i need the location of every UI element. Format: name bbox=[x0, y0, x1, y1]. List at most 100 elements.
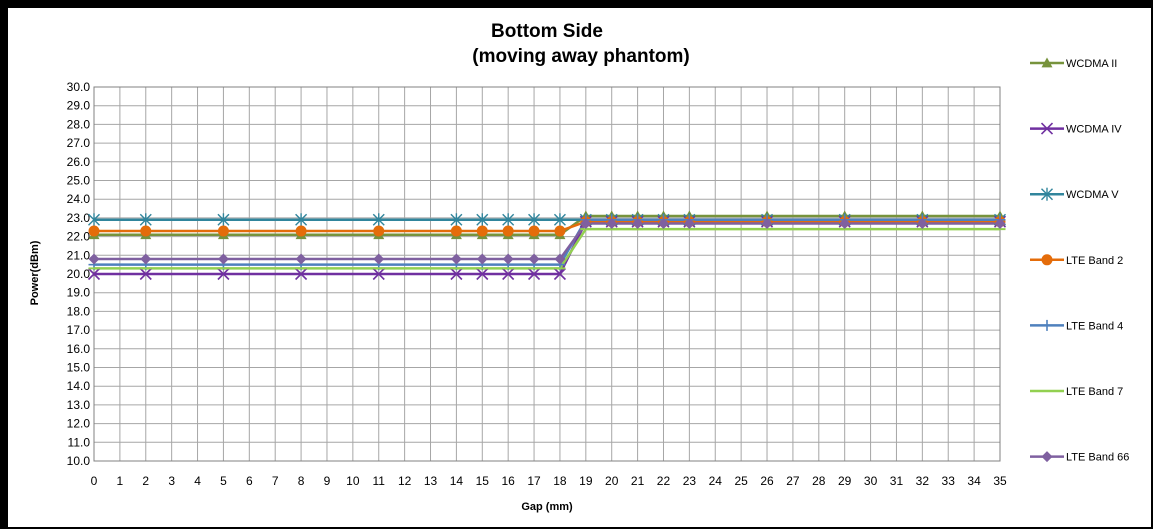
y-axis-label: Power(dBm) bbox=[29, 240, 41, 305]
data-point bbox=[295, 225, 307, 237]
legend-marker bbox=[1041, 187, 1053, 201]
marker-stroke bbox=[476, 267, 489, 281]
data-point bbox=[295, 267, 308, 281]
data-point bbox=[528, 225, 540, 237]
x-tick-label: 10 bbox=[346, 474, 360, 488]
data-point bbox=[217, 253, 229, 265]
x-tick-label: 13 bbox=[424, 474, 438, 488]
x-tick-label: 35 bbox=[993, 474, 1007, 488]
legend-item: LTE Band 4 bbox=[1030, 319, 1123, 332]
x-tick-label: 4 bbox=[194, 474, 201, 488]
frame-left-border bbox=[2, 2, 8, 527]
y-tick-labels: 10.0 11.0 12.0 13.0 14.0 15.0 16.0 17.0 18.0 19.0… bbox=[67, 80, 91, 468]
x-tick-label: 23 bbox=[683, 474, 697, 488]
data-point bbox=[476, 213, 489, 227]
marker-stroke bbox=[527, 267, 541, 281]
data-point bbox=[217, 213, 230, 227]
x-tick-label: 26 bbox=[760, 474, 774, 488]
data-point bbox=[450, 225, 462, 237]
legend-label: WCDMA IV bbox=[1066, 124, 1122, 136]
y-tick-label: 11.0 bbox=[68, 435, 91, 449]
chart-subtitle: (moving away phantom) bbox=[472, 46, 689, 67]
y-tick-label: 23.0 bbox=[67, 211, 91, 225]
data-point bbox=[476, 267, 489, 281]
x-tick-label: 0 bbox=[91, 474, 98, 488]
x-tick-label: 33 bbox=[942, 474, 956, 488]
y-tick-label: 14.0 bbox=[67, 379, 91, 393]
x-tick-label: 15 bbox=[476, 474, 490, 488]
x-tick-label: 2 bbox=[142, 474, 149, 488]
data-point bbox=[553, 213, 566, 227]
data-point bbox=[994, 218, 1006, 230]
y-tick-label: 17.0 bbox=[67, 323, 91, 337]
legend-item: WCDMA II bbox=[1030, 57, 1117, 70]
legend-label: LTE Band 2 bbox=[1066, 255, 1123, 267]
data-point bbox=[373, 225, 385, 237]
x-tick-label: 5 bbox=[220, 474, 227, 488]
x-tick-label: 30 bbox=[864, 474, 878, 488]
x-tick-label: 31 bbox=[890, 474, 904, 488]
data-point bbox=[553, 267, 567, 281]
legend-item: LTE Band 7 bbox=[1030, 386, 1123, 398]
y-tick-label: 27.0 bbox=[67, 136, 91, 150]
marker-stroke bbox=[217, 267, 230, 281]
legend-item: WCDMA IV bbox=[1030, 122, 1122, 136]
frame-top-border bbox=[2, 2, 1151, 8]
y-tick-label: 29.0 bbox=[67, 99, 91, 113]
marker-stroke bbox=[139, 267, 152, 281]
data-point bbox=[554, 225, 566, 237]
y-tick-label: 26.0 bbox=[67, 155, 91, 169]
y-tick-label: 24.0 bbox=[67, 192, 91, 206]
data-point bbox=[139, 213, 152, 227]
x-tick-label: 34 bbox=[967, 474, 981, 488]
y-tick-label: 15.0 bbox=[67, 361, 91, 375]
x-tick-label: 7 bbox=[272, 474, 279, 488]
x-tick-label: 11 bbox=[373, 474, 386, 488]
x-tick-label: 32 bbox=[916, 474, 930, 488]
y-tick-label: 22.0 bbox=[67, 230, 91, 244]
y-tick-label: 28.0 bbox=[67, 117, 91, 131]
x-tick-label: 6 bbox=[246, 474, 253, 488]
marker-stroke bbox=[1040, 122, 1054, 135]
data-point bbox=[502, 213, 515, 227]
data-point bbox=[139, 267, 152, 281]
series-markers bbox=[87, 210, 1007, 281]
data-point bbox=[450, 267, 463, 281]
marker-stroke bbox=[372, 267, 385, 281]
y-tick-label: 30.0 bbox=[67, 80, 91, 94]
chart-title: Bottom Side bbox=[491, 21, 603, 42]
x-tick-label: 22 bbox=[657, 474, 671, 488]
y-tick-label: 12.0 bbox=[67, 417, 91, 431]
series-lines bbox=[94, 214, 1000, 276]
data-point bbox=[476, 225, 488, 237]
data-point bbox=[761, 218, 773, 230]
data-point bbox=[502, 225, 514, 237]
data-point bbox=[217, 225, 229, 237]
data-point bbox=[295, 253, 307, 265]
data-point bbox=[528, 253, 540, 265]
data-point bbox=[527, 267, 541, 281]
legend-marker bbox=[1041, 254, 1053, 266]
legend-label: LTE Band 4 bbox=[1066, 320, 1123, 332]
y-tick-label: 13.0 bbox=[67, 398, 91, 412]
x-tick-label: 9 bbox=[324, 474, 331, 488]
marker-stroke bbox=[553, 267, 567, 281]
marker-stroke bbox=[502, 267, 515, 281]
x-tick-label: 24 bbox=[709, 474, 723, 488]
y-tick-label: 10.0 bbox=[67, 454, 91, 468]
data-point bbox=[502, 267, 515, 281]
x-tick-label: 17 bbox=[527, 474, 541, 488]
legend-marker bbox=[1040, 122, 1054, 135]
data-point bbox=[606, 218, 618, 230]
marker-stroke bbox=[295, 267, 308, 281]
data-point bbox=[88, 225, 100, 237]
y-tick-label: 21.0 bbox=[67, 248, 91, 262]
legend-label: LTE Band 7 bbox=[1066, 386, 1123, 398]
legend: WCDMA II WCDMA IV WCDMA V LTE Band 2 LTE Ban… bbox=[1030, 57, 1129, 464]
y-tick-label: 25.0 bbox=[67, 174, 91, 188]
x-tick-label: 3 bbox=[168, 474, 175, 488]
legend-label: WCDMA V bbox=[1066, 189, 1119, 201]
data-point bbox=[502, 253, 514, 265]
data-point bbox=[217, 267, 230, 281]
